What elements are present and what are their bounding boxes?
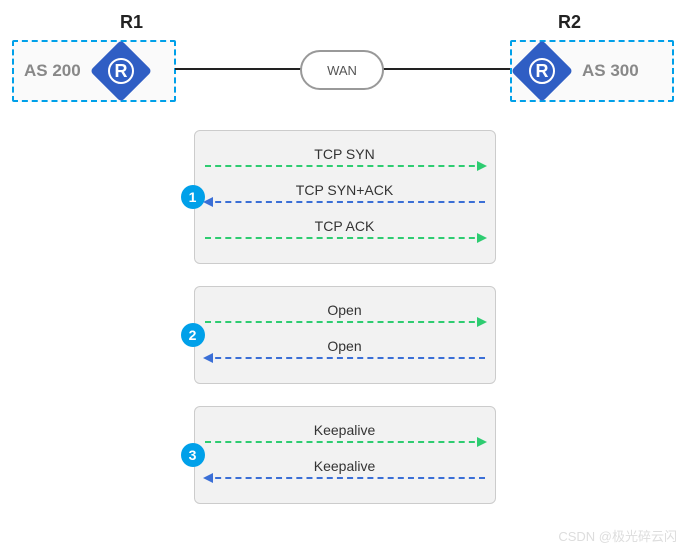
message-label: TCP ACK — [205, 219, 485, 237]
as-left-label: AS 200 — [14, 61, 91, 81]
topology-row: R1 R2 AS 200 R WAN R AS 300 — [0, 0, 689, 110]
arrow-right-icon — [205, 237, 485, 241]
message-label: Keepalive — [205, 459, 485, 477]
r2-label: R2 — [558, 12, 581, 33]
arrow-right-icon — [205, 321, 485, 325]
message-row: TCP SYN+ACK — [205, 183, 485, 215]
step-box: 2OpenOpen — [194, 286, 496, 384]
message-label: TCP SYN — [205, 147, 485, 165]
message-row: Open — [205, 303, 485, 335]
step-box: 1TCP SYNTCP SYN+ACKTCP ACK — [194, 130, 496, 264]
router-r2-icon: R — [511, 40, 573, 102]
message-label: TCP SYN+ACK — [205, 183, 485, 201]
message-label: Open — [205, 303, 485, 321]
as-box-left: AS 200 R — [12, 40, 176, 102]
watermark-text: CSDN @极光碎云闪 — [558, 526, 677, 545]
as-box-right: R AS 300 — [510, 40, 674, 102]
arrow-left-icon — [205, 357, 485, 361]
arrow-right-icon — [205, 441, 485, 445]
arrow-left-icon — [205, 477, 485, 481]
router-glyph: R — [108, 58, 134, 84]
step-badge: 2 — [181, 323, 205, 347]
step-badge: 3 — [181, 443, 205, 467]
message-row: TCP SYN — [205, 147, 485, 179]
step-box: 3KeepaliveKeepalive — [194, 406, 496, 504]
step-badge: 1 — [181, 185, 205, 209]
message-label: Keepalive — [205, 423, 485, 441]
steps-container: 1 TCP SYN TCP SYN+ACK TCP ACK 2Open Open 3Keep… — [0, 130, 689, 504]
router-r1-icon: R — [90, 40, 152, 102]
message-row: Keepalive — [205, 459, 485, 491]
wan-cloud-icon: WAN — [300, 50, 384, 90]
wan-label: WAN — [327, 63, 357, 78]
arrow-left-icon — [205, 201, 485, 205]
message-row: Keepalive — [205, 423, 485, 455]
message-row: TCP ACK — [205, 219, 485, 251]
arrow-right-icon — [205, 165, 485, 169]
router-glyph: R — [529, 58, 555, 84]
message-label: Open — [205, 339, 485, 357]
message-row: Open — [205, 339, 485, 371]
r1-label: R1 — [120, 12, 143, 33]
as-right-label: AS 300 — [572, 61, 649, 81]
